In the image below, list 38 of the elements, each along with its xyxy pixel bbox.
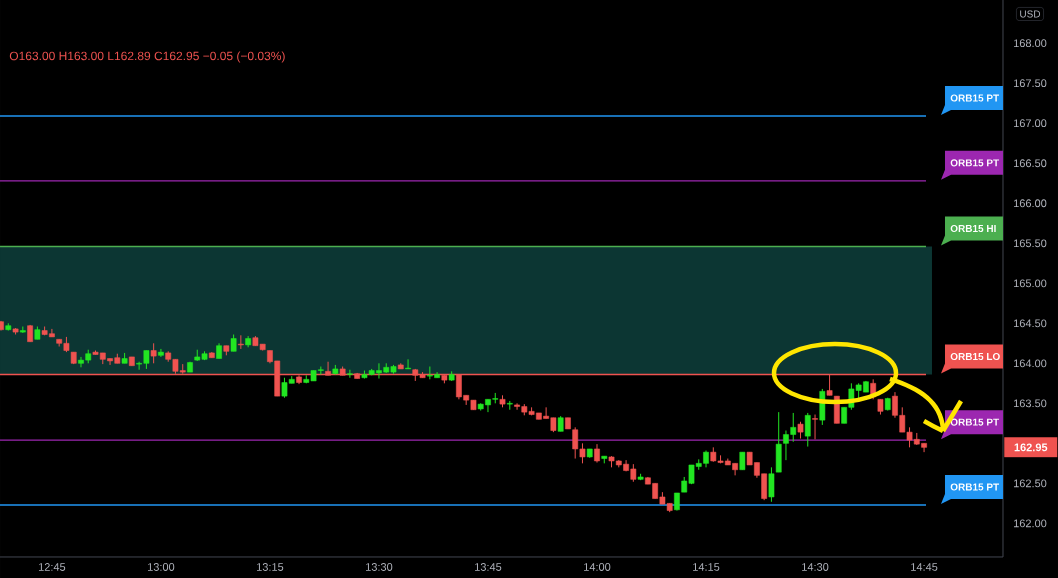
y-tick-label: 166.50 (1014, 159, 1047, 168)
y-tick-label: 165.00 (1014, 279, 1047, 288)
x-tick-label: 14:15 (693, 563, 720, 571)
candlestick (405, 358, 411, 370)
x-tick-label: 12:45 (38, 563, 66, 571)
x-tick-label: 14:45 (911, 563, 938, 571)
ref-line-label: ORB15 PT (950, 483, 1000, 491)
y-axis-title: USD (1020, 10, 1041, 18)
y-tick-label: 163.50 (1014, 399, 1047, 408)
y-tick-label: 165.50 (1014, 239, 1047, 248)
ref-line-label: ORB15 PT (950, 94, 1000, 102)
ref-line-label: ORB15 HI (950, 224, 996, 233)
candlestick (150, 342, 157, 364)
x-tick-label: 14:30 (802, 563, 829, 571)
x-tick-label: 13:45 (475, 563, 502, 571)
x-tick-label: 13:30 (366, 563, 393, 571)
y-tick-label: 168.00 (1014, 39, 1047, 48)
y-tick-label: 166.00 (1014, 199, 1047, 208)
text: 162.95 (1014, 443, 1048, 452)
x-tick-label: 13:15 (257, 563, 284, 571)
y-tick-label: 167.50 (1014, 79, 1047, 88)
candlestick (347, 369, 353, 379)
ref-line-label: ORB15 PT (950, 159, 1000, 167)
y-tick-label: 164.50 (1014, 319, 1047, 328)
x-tick-label: 14:00 (584, 563, 611, 571)
candlestick (804, 412, 811, 448)
ref-line-label: ORB15 LO (950, 352, 1000, 361)
candlestick (768, 466, 775, 503)
annotation: O163.00 H163.00 L162.89 C162.95 −0.05 (−0.03%) (9, 51, 285, 63)
ref-line-label: ORB15 PT (950, 418, 1000, 426)
candlestick (237, 334, 244, 350)
candlestick (594, 443, 600, 464)
y-tick-label: 167.00 (1014, 119, 1047, 128)
y-tick-label: 164.00 (1014, 359, 1047, 368)
x-tick-label: 13:00 (148, 563, 175, 571)
y-tick-label: 162.00 (1014, 519, 1047, 528)
y-tick-label: 162.50 (1014, 479, 1047, 488)
candlestick (812, 414, 818, 440)
